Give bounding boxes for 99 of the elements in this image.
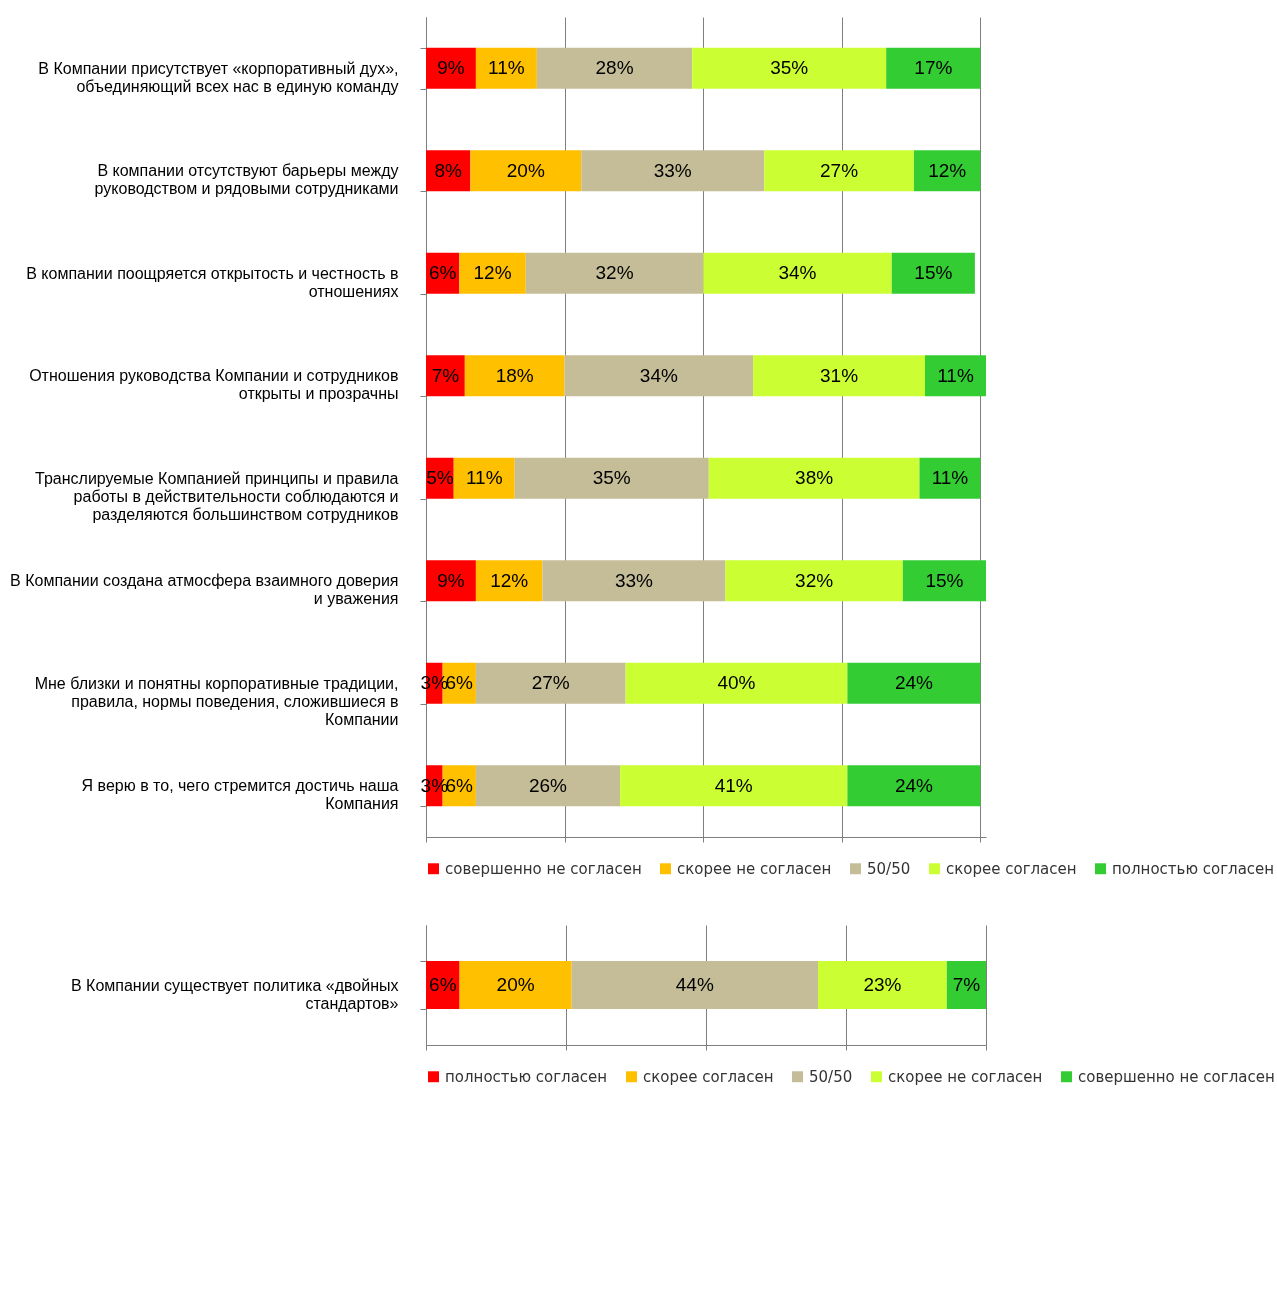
bar	[542, 560, 726, 602]
bar	[764, 150, 914, 192]
y-tick-label: В Компании присутствует «корпоративный дух», объединяющий всех нас в единую команду	[38, 59, 399, 95]
bar	[818, 961, 947, 1009]
data-label: 15%	[925, 569, 964, 591]
data-label: 12%	[473, 262, 512, 284]
data-label: 7%	[952, 974, 981, 995]
bar	[725, 560, 903, 602]
data-label: 12%	[490, 569, 529, 591]
data-label: 11%	[488, 57, 525, 79]
data-label: 6%	[428, 262, 457, 284]
legend-label: полностью согласен	[1112, 859, 1275, 878]
data-label: 20%	[496, 974, 535, 995]
bar	[475, 765, 621, 807]
data-label: 34%	[639, 364, 678, 386]
legend-label: полностью согласен	[445, 1067, 608, 1086]
data-label: 27%	[820, 159, 859, 181]
data-label: 7%	[431, 364, 460, 386]
y-tick-label: Я верю в то, чего стремится достичь наша Компания	[81, 777, 399, 813]
bar	[426, 47, 476, 89]
data-label: 31%	[820, 364, 859, 386]
bar	[625, 662, 848, 704]
data-label: 5%	[426, 467, 454, 489]
bar	[913, 150, 981, 192]
legend-label: 50/50	[809, 1067, 853, 1086]
bar	[581, 150, 765, 192]
bar	[426, 355, 465, 397]
data-label: 35%	[770, 57, 809, 79]
legend-label: скорее не согласен	[888, 1067, 1043, 1086]
data-label: 20%	[506, 159, 545, 181]
data-label: 6%	[429, 974, 457, 995]
data-label: 8%	[434, 159, 463, 181]
bar	[620, 765, 848, 807]
legend-label: 50/50	[867, 859, 911, 878]
y-tick-label: Транслируемые Компанией принципы и правила работы в действительности соблюдаются и разделяются большинством сотрудников	[35, 469, 399, 523]
bar	[475, 560, 543, 602]
bar	[475, 662, 626, 704]
y-tick-label: В компании поощряется открытость и честность в отношениях	[26, 264, 399, 300]
data-label: 32%	[795, 569, 834, 591]
bar	[902, 560, 986, 602]
data-label: 34%	[778, 262, 817, 284]
y-tick-label: В Компании существует политика «двойных стандартов»	[70, 976, 399, 1012]
data-label: 11%	[931, 467, 969, 489]
data-label: 6%	[445, 672, 474, 694]
data-label: 33%	[653, 159, 692, 181]
bar	[886, 47, 981, 89]
bar	[564, 355, 754, 397]
data-label: 28%	[595, 57, 634, 79]
bar	[753, 355, 926, 397]
bar	[459, 961, 572, 1009]
bar	[525, 252, 704, 294]
data-label: 6%	[445, 774, 474, 796]
data-label: 18%	[495, 364, 534, 386]
y-tick-label: Отношения руководства Компании и сотрудников открыты и прозрачны	[29, 367, 399, 403]
legend-label: скорее не согласен	[677, 859, 832, 878]
bar	[571, 961, 818, 1009]
legend-label: скорее согласен	[643, 1067, 774, 1086]
data-label: 17%	[914, 57, 953, 79]
data-label: 44%	[675, 974, 714, 995]
data-label: 33%	[614, 569, 654, 591]
bar	[426, 560, 476, 602]
bar	[703, 252, 892, 294]
data-label: 32%	[595, 262, 634, 284]
bar	[514, 457, 709, 499]
data-label: 24%	[894, 774, 934, 796]
bar	[946, 961, 986, 1009]
bar	[891, 252, 975, 294]
bar	[847, 662, 981, 704]
bar	[470, 150, 582, 192]
bar	[464, 355, 565, 397]
legend-label: совершенно не согласен	[445, 859, 642, 878]
data-label: 23%	[863, 974, 902, 995]
y-tick-label: В Компании создана атмосфера взаимного доверия и уважения	[10, 572, 399, 608]
bar	[475, 47, 537, 89]
bar	[708, 457, 920, 499]
bar	[692, 47, 887, 89]
data-label: 35%	[592, 467, 631, 489]
bar	[847, 765, 981, 807]
data-label: 9%	[437, 57, 465, 79]
bar	[925, 355, 986, 397]
data-label: 41%	[714, 774, 753, 796]
bar	[536, 47, 693, 89]
data-label: 27%	[531, 672, 570, 694]
data-label: 40%	[717, 672, 756, 694]
data-label: 12%	[928, 159, 967, 181]
legend-label: совершенно не согласен	[1078, 1067, 1275, 1086]
y-tick-label: Мне близки и понятны корпоративные традиции, правила, нормы поведения, сложившиеся в Компании	[34, 674, 399, 728]
bar	[459, 252, 526, 294]
y-tick-label: В компании отсутствуют барьеры между руководством и рядовыми сотрудниками	[94, 162, 399, 198]
bar	[919, 457, 981, 499]
data-label: 38%	[795, 467, 834, 489]
data-label: 11%	[937, 364, 974, 386]
data-label: 26%	[528, 774, 568, 796]
data-label: 24%	[894, 672, 934, 694]
bar	[453, 457, 515, 499]
data-label: 11%	[465, 467, 503, 489]
data-label: 15%	[914, 262, 953, 284]
data-label: 9%	[437, 569, 465, 591]
legend-label: скорее согласен	[946, 859, 1077, 878]
